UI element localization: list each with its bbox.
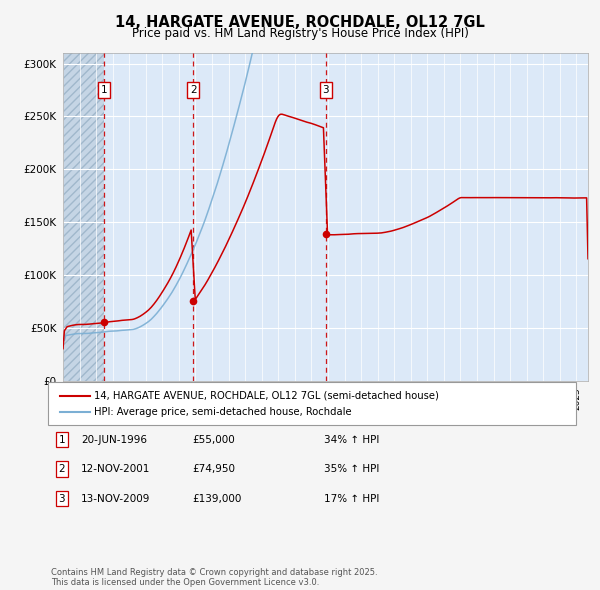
Text: 2: 2: [190, 85, 197, 95]
Text: 14, HARGATE AVENUE, ROCHDALE, OL12 7GL (semi-detached house): 14, HARGATE AVENUE, ROCHDALE, OL12 7GL (…: [94, 391, 439, 401]
Text: 34% ↑ HPI: 34% ↑ HPI: [324, 435, 379, 444]
Text: 3: 3: [58, 494, 65, 503]
Text: Price paid vs. HM Land Registry's House Price Index (HPI): Price paid vs. HM Land Registry's House …: [131, 27, 469, 40]
Text: 2: 2: [58, 464, 65, 474]
Text: 17% ↑ HPI: 17% ↑ HPI: [324, 494, 379, 503]
Text: 13-NOV-2009: 13-NOV-2009: [81, 494, 151, 503]
Text: 35% ↑ HPI: 35% ↑ HPI: [324, 464, 379, 474]
Text: 14, HARGATE AVENUE, ROCHDALE, OL12 7GL: 14, HARGATE AVENUE, ROCHDALE, OL12 7GL: [115, 15, 485, 30]
Text: £55,000: £55,000: [192, 435, 235, 444]
Text: HPI: Average price, semi-detached house, Rochdale: HPI: Average price, semi-detached house,…: [94, 407, 352, 417]
Text: £74,950: £74,950: [192, 464, 235, 474]
Text: 1: 1: [58, 435, 65, 444]
Text: 12-NOV-2001: 12-NOV-2001: [81, 464, 151, 474]
Bar: [63, 53, 104, 381]
Text: 3: 3: [323, 85, 329, 95]
Text: 1: 1: [100, 85, 107, 95]
Text: 20-JUN-1996: 20-JUN-1996: [81, 435, 147, 444]
Text: Contains HM Land Registry data © Crown copyright and database right 2025.
This d: Contains HM Land Registry data © Crown c…: [51, 568, 377, 587]
Text: £139,000: £139,000: [192, 494, 241, 503]
